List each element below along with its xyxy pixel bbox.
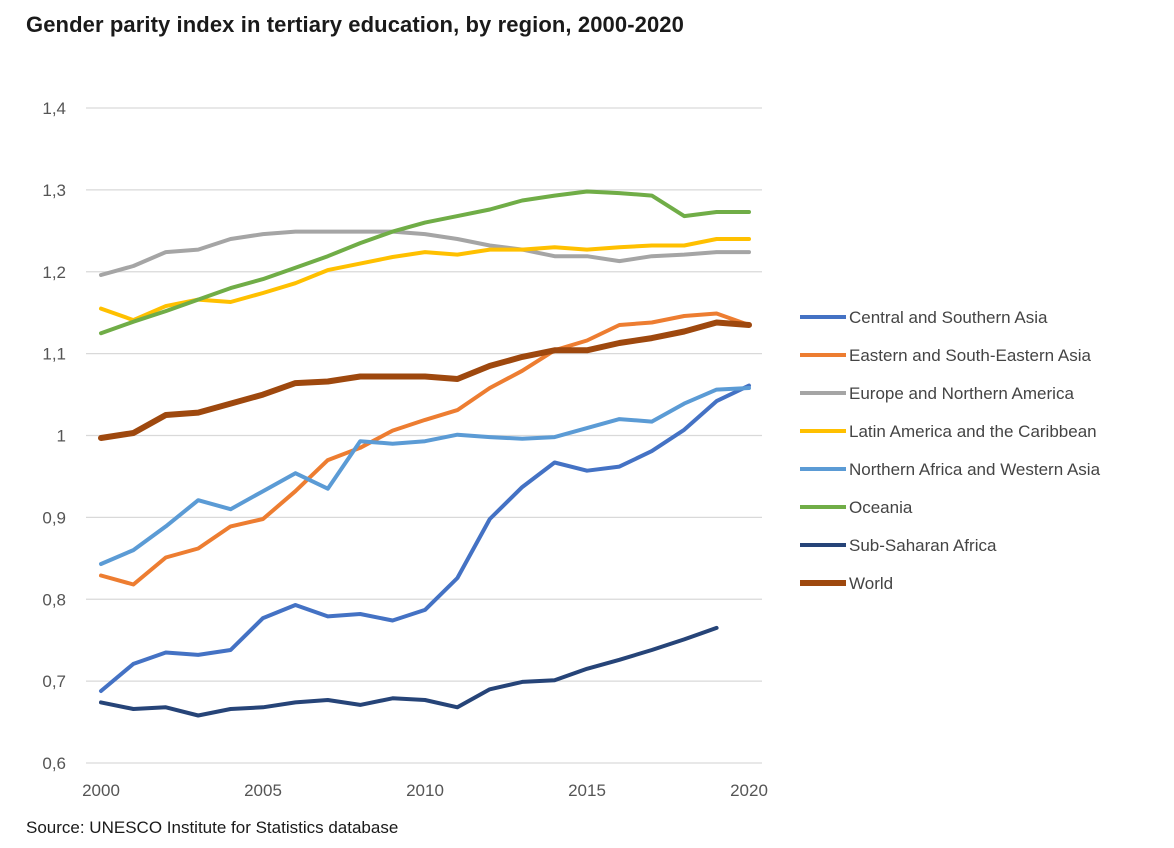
series-line-oceania	[99, 189, 751, 336]
legend-label: Latin America and the Caribbean	[849, 422, 1097, 441]
y-tick-label: 0,7	[42, 672, 66, 691]
x-tick-label: 2015	[568, 781, 606, 800]
y-tick-label: 1,1	[42, 345, 66, 364]
y-tick-label: 1,3	[42, 181, 66, 200]
y-tick-label: 0,8	[42, 590, 66, 609]
y-tick-label: 1,2	[42, 263, 66, 282]
series-line-europe-and-northern-america	[99, 229, 751, 277]
y-tick-label: 1	[57, 427, 66, 446]
series-line-eastern-and-south-eastern-asia	[99, 311, 751, 587]
x-tick-label: 2010	[406, 781, 444, 800]
legend-label: Northern Africa and Western Asia	[849, 460, 1101, 479]
legend-label: Eastern and South-Eastern Asia	[849, 346, 1091, 365]
y-tick-label: 1,4	[42, 99, 66, 118]
series-line-sub-saharan-africa	[99, 625, 719, 718]
legend-label: Sub-Saharan Africa	[849, 536, 997, 555]
series-lines	[98, 189, 752, 718]
series-line-central-and-southern-asia	[99, 383, 751, 693]
grid-lines	[86, 107, 762, 764]
series-line-latin-america-and-the-caribbean	[99, 237, 751, 323]
legend-label: Europe and Northern America	[849, 384, 1074, 403]
source-note: Source: UNESCO Institute for Statistics …	[26, 818, 399, 837]
y-tick-label: 0,9	[42, 508, 66, 527]
x-tick-label: 2020	[730, 781, 768, 800]
x-tick-label: 2005	[244, 781, 282, 800]
legend-label: Central and Southern Asia	[849, 308, 1048, 327]
legend-label: World	[849, 574, 893, 593]
series-line-world	[98, 319, 752, 441]
legend: Central and Southern Asia Eastern and Sou…	[800, 308, 1101, 593]
x-axis-ticks: 2000 2005 2010 2015 2020	[82, 781, 768, 800]
series-line-northern-africa-and-western-asia	[99, 386, 751, 566]
y-axis-ticks: 0,6 0,7 0,8 0,9 1 1,1 1,2 1,3 1,4	[42, 99, 66, 773]
chart-title: Gender parity index in tertiary educatio…	[26, 12, 684, 37]
x-tick-label: 2000	[82, 781, 120, 800]
y-tick-label: 0,6	[42, 754, 66, 773]
legend-label: Oceania	[849, 498, 913, 517]
